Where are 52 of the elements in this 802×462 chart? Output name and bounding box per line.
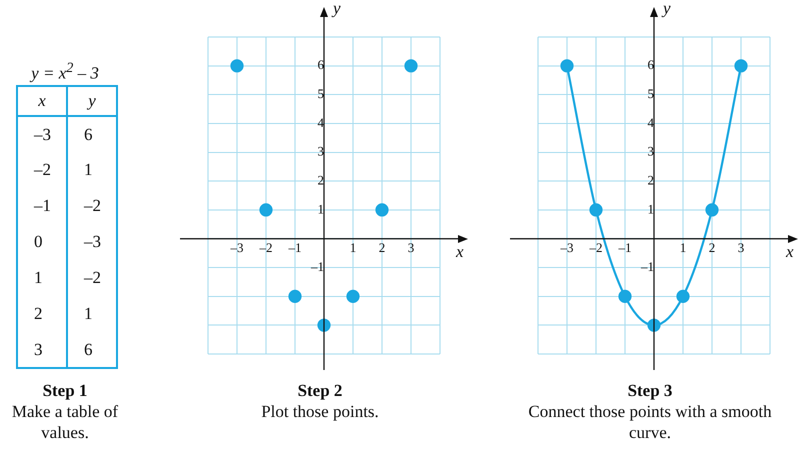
text: Plot those points. bbox=[260, 401, 380, 422]
text: –2 bbox=[84, 196, 101, 215]
category-label: 2 bbox=[17, 296, 67, 332]
x-tick-label: 3 bbox=[408, 240, 414, 255]
y-tick-label: 4 bbox=[318, 114, 324, 130]
text: Step 3 bbox=[626, 380, 674, 401]
x-axis-title: x bbox=[455, 242, 464, 262]
y-tick-label: 6 bbox=[318, 57, 324, 72]
y-tick-label: 2 bbox=[318, 172, 324, 188]
y-tick-label: 2 bbox=[648, 172, 654, 188]
category-label: –1 bbox=[17, 188, 67, 224]
x-tick-label: –1 bbox=[618, 240, 632, 255]
text: y = x$^{2}$ – 3 bbox=[28, 60, 100, 84]
text: Make a table of values. bbox=[10, 401, 120, 443]
y-tick-label: 1 bbox=[648, 201, 654, 216]
x-tick-label: –2 bbox=[588, 240, 602, 255]
text: Step 1 bbox=[42, 380, 88, 401]
category-label: –3 bbox=[17, 116, 67, 152]
text: y bbox=[67, 86, 117, 116]
x-tick-label: 2 bbox=[378, 240, 386, 255]
y-tick-label: 3 bbox=[318, 144, 324, 159]
x-tick-label: –3 bbox=[230, 240, 244, 255]
x-tick-label: –1 bbox=[288, 240, 302, 255]
text: Step 2 bbox=[296, 380, 344, 401]
x-tick-label: 1 bbox=[680, 240, 686, 255]
y-tick-label: 1 bbox=[318, 201, 324, 216]
y-tick-label: 4 bbox=[648, 114, 654, 130]
y-tick-label: –1 bbox=[640, 258, 654, 274]
category-label: 1 bbox=[34, 268, 42, 287]
y-tick-label: 3 bbox=[648, 144, 654, 159]
text: 6 bbox=[84, 124, 92, 144]
text: –2 bbox=[84, 268, 101, 287]
category-label: 0 bbox=[17, 224, 67, 260]
y-tick-label: 5 bbox=[318, 86, 324, 102]
category-label: –2 bbox=[17, 152, 67, 188]
x-tick-label: 1 bbox=[350, 240, 356, 255]
text: 1 bbox=[84, 304, 92, 323]
y-tick-label: –1 bbox=[310, 258, 324, 274]
category-label: 3 bbox=[17, 332, 67, 368]
text: 6 bbox=[84, 340, 92, 358]
x-tick-label: –2 bbox=[258, 240, 272, 255]
text: Connect those points with a smooth curve. bbox=[527, 401, 773, 443]
y-tick-label: 5 bbox=[648, 86, 654, 102]
text: x bbox=[17, 86, 67, 116]
y-axis-title: y bbox=[331, 0, 341, 18]
x-tick-label: 3 bbox=[738, 240, 744, 255]
x-tick-label: –3 bbox=[560, 240, 574, 255]
y-axis-title: y bbox=[661, 0, 671, 18]
y-tick-label: 6 bbox=[648, 57, 654, 72]
x-tick-label: 2 bbox=[708, 240, 716, 255]
category-label: 1 bbox=[67, 152, 117, 188]
x-axis-title: x bbox=[785, 242, 794, 262]
